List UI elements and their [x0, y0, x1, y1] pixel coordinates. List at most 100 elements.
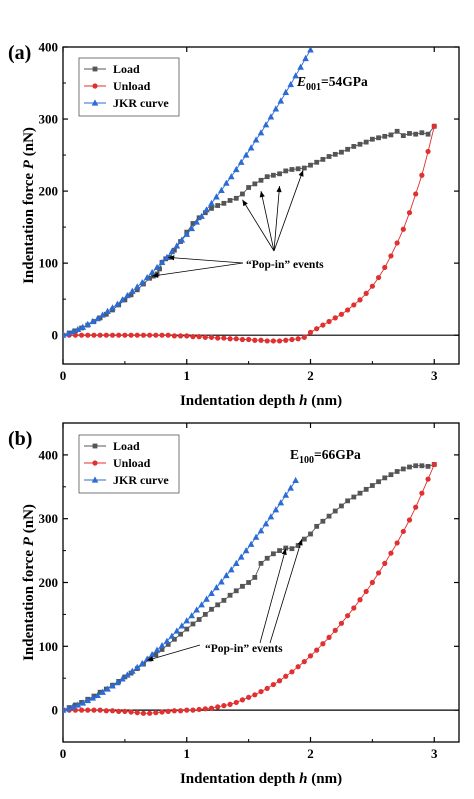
data-point-load — [97, 689, 103, 695]
data-point-unload — [122, 708, 128, 714]
data-point-load — [400, 133, 406, 139]
annotation-arrows — [147, 538, 303, 662]
y-axis-title: Indentation force P (nN) — [21, 504, 37, 661]
data-point-load — [326, 513, 332, 519]
data-point-jkr-curve — [168, 248, 176, 255]
data-point-jkr-curve — [173, 242, 181, 249]
data-point-jkr-curve — [133, 283, 141, 290]
data-point-load — [246, 185, 252, 190]
data-point-jkr-curve — [208, 589, 215, 596]
annotation-arrow — [269, 538, 303, 644]
annotation-arrowhead — [281, 548, 287, 556]
annotation-arrowhead — [259, 191, 265, 198]
x-axis-title: Indentation depth h (nm) — [180, 393, 342, 409]
data-point-load — [134, 287, 140, 293]
legend-label: JKR curve — [113, 473, 169, 487]
data-point-jkr-curve — [109, 682, 116, 689]
data-point-jkr-curve — [148, 650, 156, 658]
data-point-unload — [264, 338, 270, 344]
data-point-load — [227, 592, 233, 598]
y-axis-title: Indentation force P (nN) — [21, 127, 37, 284]
data-point-unload — [252, 692, 258, 698]
annotation-arrow — [259, 548, 287, 644]
data-point-load — [221, 200, 227, 206]
data-point-jkr-curve — [173, 627, 181, 634]
data-point-unload — [431, 123, 437, 129]
data-point-unload — [78, 707, 85, 713]
series-line-unload — [63, 126, 435, 342]
data-point-jkr-curve — [74, 325, 82, 333]
data-point-jkr-curve — [237, 158, 245, 165]
data-point-jkr-curve — [297, 63, 304, 70]
data-point-load — [97, 315, 103, 321]
data-point-unload — [345, 613, 351, 619]
data-point-unload — [375, 274, 382, 281]
data-point-unload — [425, 148, 431, 155]
data-point-unload — [314, 326, 320, 332]
data-point-unload — [276, 678, 283, 684]
plot-frame — [62, 46, 460, 365]
data-point-jkr-curve — [69, 703, 77, 710]
data-point-jkr-curve — [292, 72, 299, 79]
data-point-unload — [307, 653, 314, 659]
data-point-unload — [326, 634, 332, 640]
data-point-unload — [295, 336, 301, 342]
y-tick-label: 200 — [39, 575, 59, 590]
data-point-load — [332, 151, 338, 157]
data-point-unload — [103, 708, 109, 714]
data-point-load — [240, 191, 245, 197]
data-point-unload — [221, 703, 227, 709]
x-tick-label: 0 — [60, 746, 67, 761]
data-point-load — [202, 210, 208, 216]
data-point-jkr-curve — [89, 694, 96, 701]
data-point-unload — [177, 333, 184, 339]
data-point-jkr-curve — [252, 136, 260, 143]
data-point-unload — [252, 337, 258, 343]
data-point-load — [425, 463, 431, 469]
data-point-jkr-curve — [129, 287, 136, 294]
legend-label: Load — [113, 439, 140, 453]
data-point-load — [357, 490, 363, 496]
legend-marker-load — [92, 443, 98, 449]
data-point-load — [252, 181, 258, 187]
data-point-load — [419, 130, 425, 136]
data-point-load — [221, 597, 227, 603]
data-point-unload — [246, 336, 252, 343]
y-tick-label: 300 — [39, 112, 59, 127]
data-point-jkr-curve — [188, 612, 195, 619]
data-point-jkr-curve — [104, 685, 111, 692]
data-point-unload — [85, 332, 91, 338]
data-point-jkr-curve — [198, 212, 205, 219]
legend-marker-jkr-curve — [91, 476, 99, 483]
data-point-unload — [289, 669, 295, 675]
data-point-jkr-curve — [74, 701, 82, 708]
data-point-unload — [276, 338, 283, 344]
data-point-jkr-curve — [69, 327, 77, 335]
data-point-unload — [140, 332, 147, 338]
data-point-load — [382, 133, 388, 139]
annotation-arrowhead — [297, 539, 303, 546]
data-point-jkr-curve — [119, 675, 126, 682]
series-line-jkr-curve — [63, 480, 296, 711]
legend: Load Unload JKR curve — [78, 57, 180, 117]
data-point-jkr-curve — [218, 186, 225, 193]
data-point-unload — [153, 332, 159, 338]
data-point-load — [159, 647, 165, 652]
data-point-jkr-curve — [242, 547, 250, 554]
data-point-load — [351, 494, 357, 500]
data-point-load — [72, 702, 78, 708]
data-point-jkr-curve — [114, 679, 121, 686]
data-point-unload — [375, 570, 382, 576]
data-point-unload — [202, 706, 208, 712]
data-point-unload — [425, 476, 431, 482]
data-point-load — [184, 626, 190, 632]
data-point-jkr-curve — [79, 323, 87, 330]
data-point-load — [301, 536, 307, 542]
data-point-unload — [184, 707, 190, 713]
data-point-load — [357, 141, 363, 147]
data-point-unload — [363, 290, 369, 296]
series-unload — [63, 123, 437, 344]
data-point-load — [363, 139, 369, 145]
data-point-unload — [394, 240, 400, 246]
data-point-jkr-curve — [158, 258, 166, 266]
